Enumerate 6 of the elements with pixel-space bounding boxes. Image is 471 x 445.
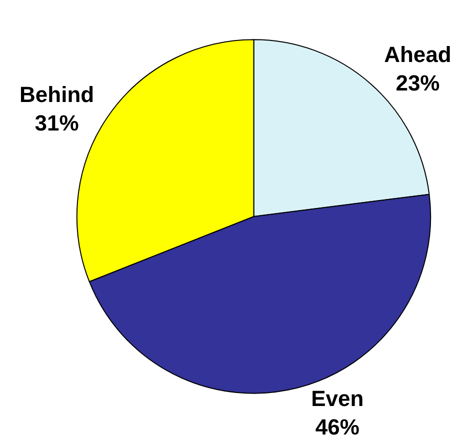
slice-label: Even [311,386,364,412]
data-label: 46% [315,414,360,440]
slice-label: Ahead [384,42,452,67]
data-label: 31% [34,110,79,136]
slice-label: Behind [20,82,94,107]
data-label: 23% [396,70,440,96]
